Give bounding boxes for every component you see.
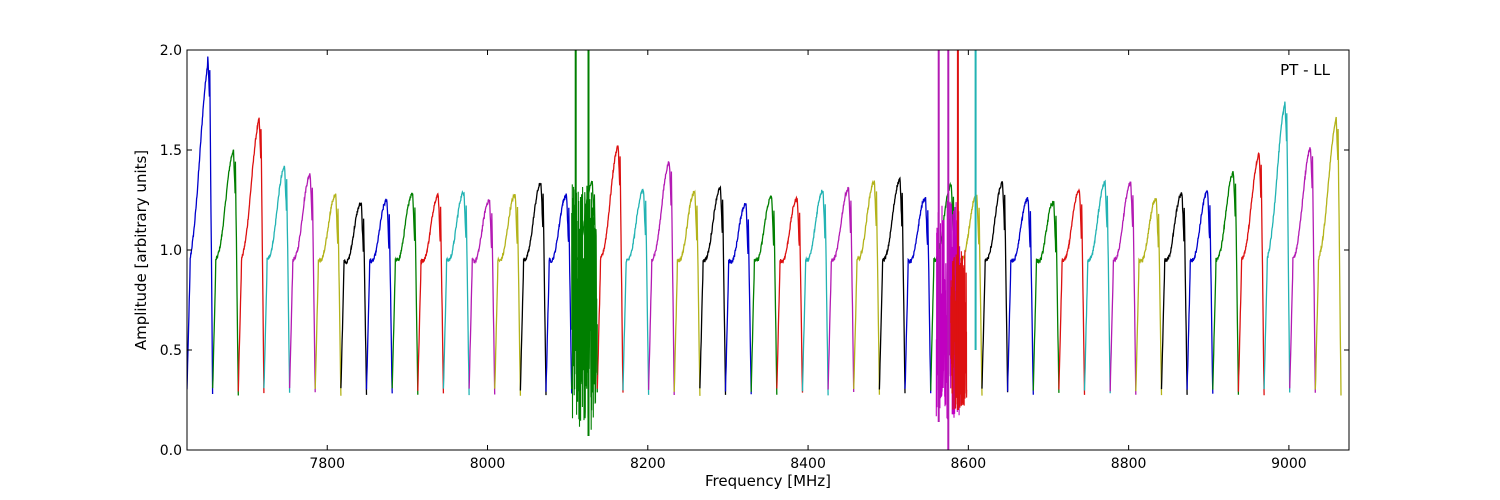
channel-line-20: [673, 189, 701, 396]
channel-line-29: [904, 197, 932, 394]
channel-line-37: [1109, 181, 1137, 395]
chart-annotation: PT - LL: [1280, 61, 1331, 79]
y-tick-label: 2.0: [160, 43, 182, 59]
y-axis: 0.0 0.5 1.0 1.5 2.0: [160, 43, 1349, 459]
channel-line-36: [1083, 179, 1111, 394]
y-tick-label: 0.0: [160, 443, 182, 459]
channel-line-42: [1237, 152, 1265, 396]
channel-line-24: [776, 195, 804, 393]
channel-line-9: [391, 192, 419, 395]
channel-line-40: [1186, 189, 1214, 394]
y-tick-label: 0.5: [160, 343, 182, 359]
x-tick-label: 9000: [1271, 456, 1307, 472]
y-tick-label: 1.0: [160, 243, 182, 259]
channel-line-7: [340, 201, 368, 395]
channel-line-2: [211, 149, 239, 396]
x-tick-label: 8600: [951, 456, 987, 472]
channel-line-17: [596, 145, 624, 393]
channel-line-6: [314, 193, 342, 396]
plot-area: [187, 50, 1342, 450]
channel-line-1: [187, 56, 214, 395]
channel-line-21: [699, 185, 727, 395]
channel-line-19: [647, 161, 675, 396]
channel-line-44: [1289, 147, 1316, 393]
channel-line-33: [1006, 197, 1034, 395]
channel-line-22: [724, 202, 752, 395]
channel-line-13: [494, 193, 522, 396]
channel-line-8: [365, 198, 393, 394]
channel-line-15: [545, 193, 573, 394]
x-axis: 7800 8000 8200 8400 8600 8800 9000: [309, 50, 1307, 472]
channel-line-31: [955, 194, 983, 396]
channel-line-25: [801, 189, 829, 396]
channel-line-18: [622, 188, 650, 395]
channel-line-23: [750, 194, 778, 395]
channel-line-41: [1212, 171, 1240, 395]
channel-line-27: [853, 179, 881, 395]
channel-line-12: [468, 198, 496, 395]
x-axis-label: Frequency [MHz]: [705, 472, 831, 490]
channel-line-43: [1263, 101, 1291, 393]
y-tick-label: 1.5: [160, 143, 182, 159]
channel-line-26: [827, 186, 855, 393]
channel-line-5: [288, 173, 316, 393]
channel-line-14: [519, 182, 547, 396]
x-tick-label: 8000: [470, 456, 506, 472]
channel-line-11: [442, 190, 470, 396]
channel-line-35: [1058, 188, 1086, 395]
x-tick-label: 8800: [1111, 456, 1147, 472]
y-axis-label: Amplitude [arbitrary units]: [132, 150, 150, 350]
x-tick-label: 8400: [790, 456, 826, 472]
channel-line-32: [981, 181, 1009, 393]
channel-line-45: [1314, 116, 1342, 396]
channel-line-10: [417, 192, 445, 394]
channel-line-4: [263, 165, 291, 393]
channel-line-3: [237, 117, 265, 394]
channel-line-34: [1032, 200, 1060, 393]
channel-line-28: [878, 176, 906, 394]
x-tick-label: 7800: [309, 456, 345, 472]
channel-line-38: [1135, 198, 1163, 396]
channel-line-39: [1160, 192, 1188, 395]
x-tick-label: 8200: [630, 456, 666, 472]
